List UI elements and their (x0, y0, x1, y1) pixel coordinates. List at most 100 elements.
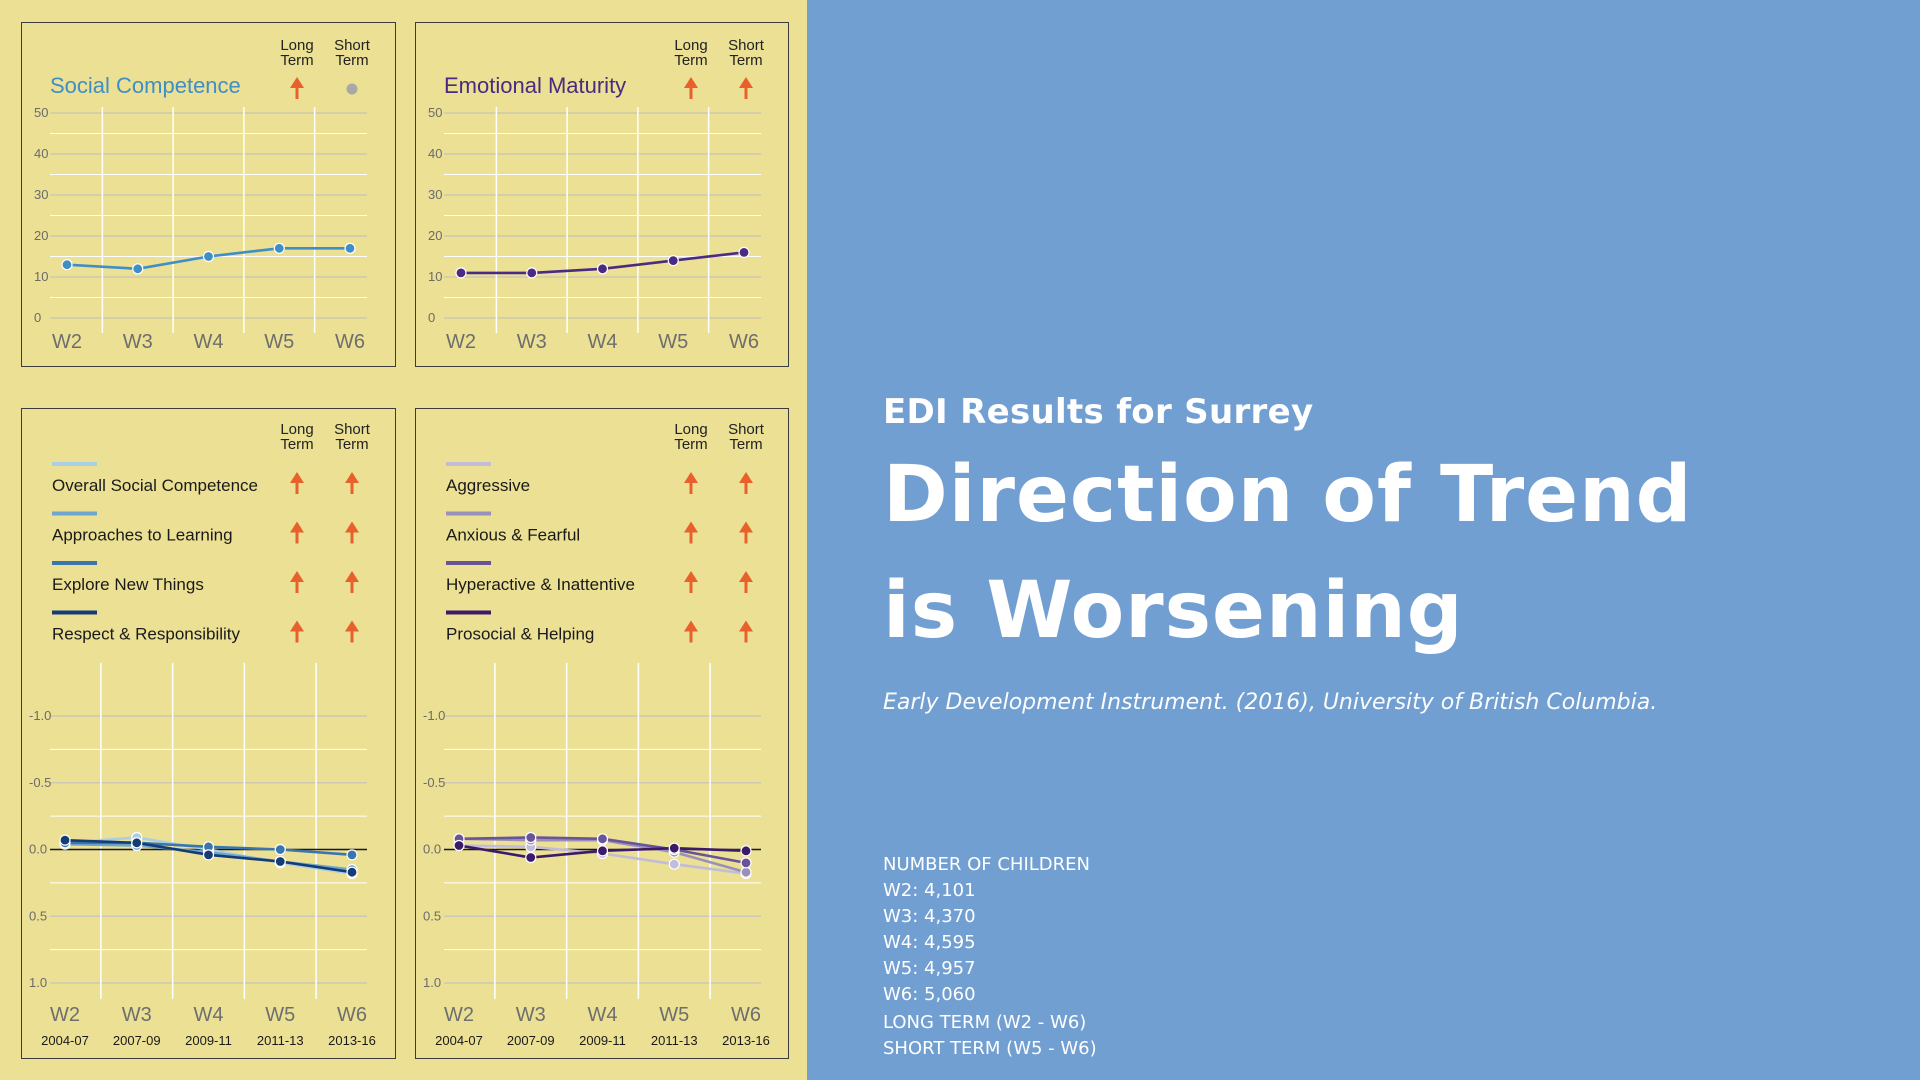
arrow-head (290, 571, 304, 582)
x-tick-label: W6 (337, 1004, 367, 1026)
short-term-trend-indicator (739, 571, 753, 593)
data-point-hyperactive-and-inattentive (740, 857, 752, 869)
long-term-trend-indicator (684, 521, 698, 544)
long-term-trend-indicator (290, 571, 304, 593)
y-tick-label: 0.0 (423, 842, 441, 857)
short-term-header: Term (335, 52, 368, 69)
y-tick-label: -0.5 (423, 775, 445, 790)
arrow-head (290, 77, 304, 88)
long-term-header: Long (280, 421, 313, 438)
data-point-emotional-maturity (526, 267, 538, 279)
short-term-header: Short (728, 37, 765, 54)
x-tick-label: W5 (265, 1004, 295, 1026)
children-counts: NUMBER OF CHILDREN W2: 4,101 W3: 4,370 W… (883, 852, 1090, 1008)
chart-title: Emotional Maturity (444, 73, 626, 98)
data-point-prosocial-and-helping (740, 845, 752, 857)
y-tick-label: 10 (34, 269, 48, 284)
x-tick-label: W4 (194, 1004, 224, 1026)
arrow-head (739, 77, 753, 88)
legend-label-overall-social-competence: Overall Social Competence (52, 476, 258, 495)
short-term-header: Short (728, 421, 765, 438)
period-label: 2004-07 (435, 1033, 483, 1048)
x-tick-label: W5 (264, 331, 294, 353)
short-term-trend-indicator (346, 83, 358, 95)
chart-title: Social Competence (50, 73, 241, 98)
short-term-header: Short (334, 421, 371, 438)
arrow-head (739, 472, 753, 483)
x-tick-label: W3 (516, 1004, 546, 1026)
arrow-head (684, 620, 698, 632)
x-tick-label: W4 (194, 331, 224, 353)
short-term-header: Term (729, 436, 762, 453)
x-tick-label: W5 (658, 331, 688, 353)
legend-label-explore-new-things: Explore New Things (52, 575, 204, 594)
short-term-header: Term (729, 52, 762, 69)
short-term-header: Short (334, 37, 371, 54)
short-term-definition: SHORT TERM (W5 - W6) (883, 1038, 1097, 1059)
arrow-head (684, 571, 698, 582)
info-area (807, 0, 1920, 1080)
long-term-trend-indicator (684, 620, 698, 643)
data-point-hyperactive-and-inattentive (596, 833, 609, 845)
long-term-header: Long (674, 421, 707, 438)
arrow-head (290, 620, 304, 632)
arrow-head (290, 472, 304, 483)
legend-label-hyperactive-and-inattentive: Hyperactive & Inattentive (446, 575, 635, 594)
legend-label-aggressive: Aggressive (446, 476, 530, 495)
short-term-trend-indicator (345, 620, 359, 643)
x-tick-label: W5 (659, 1004, 689, 1026)
period-label: 2007-09 (507, 1033, 555, 1048)
period-label: 2013-16 (722, 1033, 770, 1048)
long-term-header: Long (280, 37, 313, 54)
data-point-emotional-maturity (738, 246, 750, 258)
long-term-header: Term (674, 52, 707, 69)
x-tick-label: W3 (517, 331, 547, 353)
long-term-definition: LONG TERM (W2 - W6) (883, 1012, 1087, 1033)
long-term-header: Long (674, 37, 707, 54)
long-term-header: Term (280, 436, 313, 453)
legend-label-respect-and-responsibility: Respect & Responsibility (52, 625, 241, 644)
x-tick-label: W6 (731, 1004, 761, 1026)
y-tick-label: 20 (34, 228, 48, 243)
x-tick-label: W4 (588, 331, 618, 353)
data-point-emotional-maturity (596, 263, 609, 275)
x-tick-label: W6 (335, 331, 365, 353)
y-tick-label: 20 (428, 228, 442, 243)
x-tick-label: W2 (444, 1004, 474, 1026)
y-tick-label: 0 (428, 310, 435, 325)
x-tick-label: W3 (122, 1004, 152, 1026)
x-tick-label: W6 (729, 331, 759, 353)
page-title-line-1: Direction of Trend (883, 450, 1693, 540)
arrow-head (684, 472, 698, 483)
data-point-respect-and-responsibility (202, 849, 215, 861)
count-w6: W6: 5,060 (883, 984, 976, 1005)
y-tick-label: 30 (34, 187, 48, 202)
emotional-maturity-panel: Long Term Short Term Emotional Maturity 50 40 3… (415, 22, 789, 367)
data-point-social-competence (273, 242, 285, 254)
data-point-explore-new-things (346, 849, 358, 861)
arrow-head (684, 521, 698, 533)
short-term-header: Term (335, 436, 368, 453)
short-term-trend-indicator (739, 521, 753, 544)
data-point-respect-and-responsibility (59, 834, 71, 846)
emotional-maturity-subdomains-panel: Long Term Short Term Aggressive Anxious & Fea… (415, 408, 789, 1059)
charts-area: Long Term Short Term Social Competence 50 40 30… (0, 0, 807, 1080)
data-point-prosocial-and-helping (596, 845, 609, 857)
data-point-hyperactive-and-inattentive (525, 831, 537, 844)
period-label: 2004-07 (41, 1033, 89, 1048)
counts-heading: NUMBER OF CHILDREN (883, 854, 1091, 875)
data-point-aggressive (668, 858, 680, 870)
data-point-social-competence (61, 259, 73, 271)
period-label: 2011-13 (651, 1033, 698, 1048)
arrow-head (345, 472, 359, 483)
data-point-prosocial-and-helping (668, 842, 680, 854)
long-term-header: Term (280, 52, 313, 69)
y-tick-label: -1.0 (423, 708, 445, 723)
data-point-explore-new-things (274, 843, 286, 856)
long-term-trend-indicator (684, 77, 698, 99)
arrow-head (290, 521, 304, 533)
